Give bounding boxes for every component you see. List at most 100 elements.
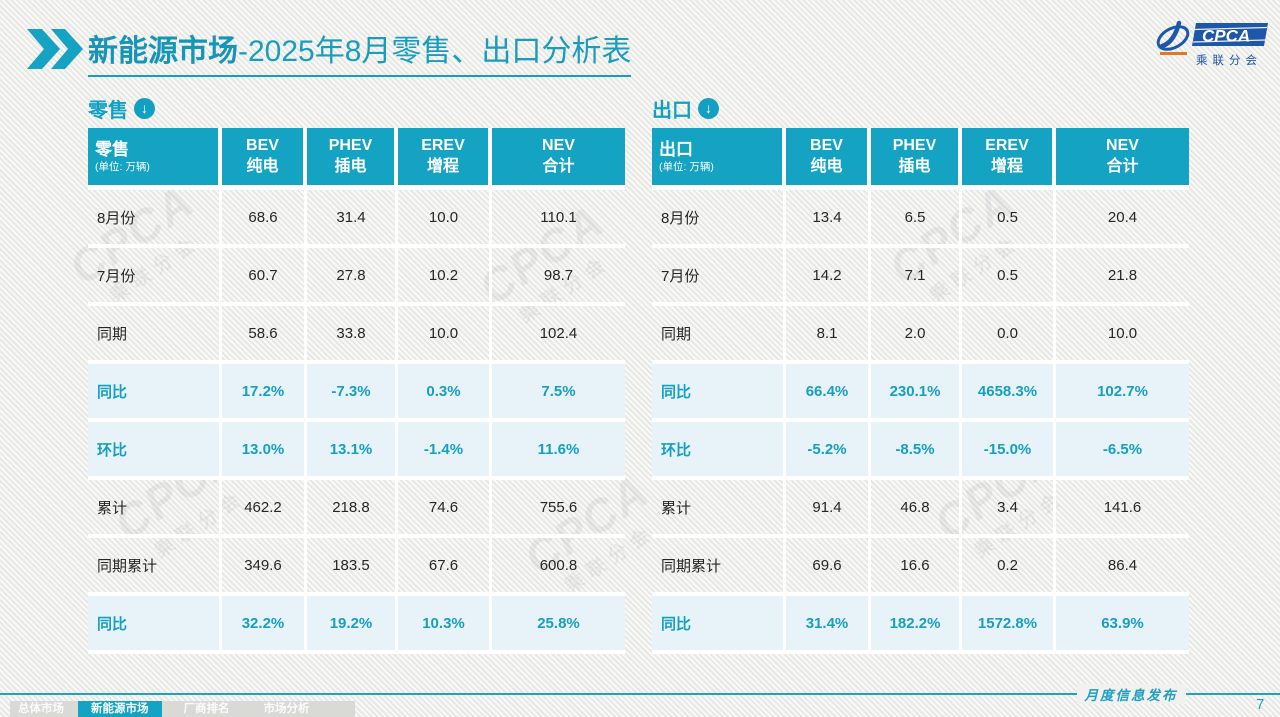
footer-divider-line [0,693,1280,695]
data-cell: 462.2 [222,480,307,538]
column-header: PHEV 插电 [307,128,398,190]
column-header-en: NEV [1106,136,1139,154]
footer-tab-3[interactable]: 厂商排名 [183,703,230,715]
data-cell: 21.8 [1056,248,1189,306]
data-cell: 141.6 [1056,480,1189,538]
page-title-emphasis: 新能源市场 [88,35,238,68]
footer-tab-4[interactable]: 市场分析 [263,703,310,715]
column-header-en: BEV [810,136,843,154]
column-header: BEV 纯电 [786,128,871,190]
row-label: 7月份 [88,248,222,306]
arrow-down-icon: ↓ [698,97,719,119]
data-cell: 182.2% [871,596,962,654]
row-label: 同期累计 [88,538,222,596]
row-label: 环比 [652,422,786,480]
table-corner-cell: 零售 (单位: 万辆) [88,128,222,190]
retail-panel: 零售 ↓ 零售 (单位: 万辆) BEV 纯电 PHEV 插电 EREV 增程 NEV 合计 8… [88,94,625,654]
column-header: EREV 增程 [398,128,492,190]
data-cell: -5.2% [786,422,871,480]
data-cell: -1.4% [398,422,492,480]
data-cell: 86.4 [1056,538,1189,596]
data-cell: 1572.8% [962,596,1056,654]
data-cell: 110.1 [492,190,625,248]
row-label: 8月份 [652,190,786,248]
data-cell: 13.1% [307,422,398,480]
row-label: 同比 [652,596,786,654]
data-cell: 32.2% [222,596,307,654]
data-cell: 0.0 [962,306,1056,364]
data-cell: 2.0 [871,306,962,364]
column-header: BEV 纯电 [222,128,307,190]
data-cell: 6.5 [871,190,962,248]
data-cell: 63.9% [1056,596,1189,654]
data-cell: 74.6 [398,480,492,538]
cpca-logo: CPCA 乘联分会 [1154,16,1270,77]
data-cell: 20.4 [1056,190,1189,248]
data-cell: 4658.3% [962,364,1056,422]
table-corner-title: 出口 [659,139,693,159]
data-cell: 13.4 [786,190,871,248]
retail-section-label: 零售 ↓ [88,94,625,122]
column-header-cn: 增程 [426,157,459,175]
table-corner-cell: 出口 (单位: 万辆) [652,128,786,190]
data-cell: 349.6 [222,538,307,596]
data-cell: 46.8 [871,480,962,538]
footer-tab-2[interactable]: 新能源市场 [78,701,162,717]
column-header: EREV 增程 [962,128,1056,190]
data-cell: 10.0 [1056,306,1189,364]
retail-table: 零售 (单位: 万辆) BEV 纯电 PHEV 插电 EREV 增程 NEV 合计 8月份 68.… [88,128,625,654]
column-header-cn: 合计 [542,157,575,175]
logo-name: 乘联分会 [1196,53,1262,67]
export-table: 出口 (单位: 万辆) BEV 纯电 PHEV 插电 EREV 增程 NEV 合计 8月份 13.… [652,128,1189,654]
row-label: 7月份 [652,248,786,306]
data-cell: 10.0 [398,190,492,248]
data-cell: 19.2% [307,596,398,654]
data-cell: 60.7 [222,248,307,306]
data-cell: 16.6 [871,538,962,596]
column-header: PHEV 插电 [871,128,962,190]
data-cell: -8.5% [871,422,962,480]
data-cell: 68.6 [222,190,307,248]
row-label: 8月份 [88,190,222,248]
data-cell: 27.8 [307,248,398,306]
table-unit-label: (单位: 万辆) [95,160,150,173]
data-cell: 58.6 [222,306,307,364]
column-header-cn: 合计 [1106,157,1139,175]
arrow-down-icon: ↓ [134,97,155,119]
row-label: 同比 [652,364,786,422]
column-header-cn: 纯电 [810,157,843,175]
page-number: 7 [1256,696,1265,713]
data-cell: 17.2% [222,364,307,422]
data-cell: 755.6 [492,480,625,538]
data-cell: 98.7 [492,248,625,306]
column-header: NEV 合计 [1056,128,1189,190]
data-cell: 13.0% [222,422,307,480]
data-cell: -6.5% [1056,422,1189,480]
row-label: 同期 [652,306,786,364]
data-cell: 0.5 [962,190,1056,248]
logo-tagline-mark [1160,52,1187,55]
column-header-en: EREV [985,136,1029,154]
data-cell: 33.8 [307,306,398,364]
chevron-right-icon [27,29,83,74]
publication-right-line [1185,693,1244,695]
column-header-en: PHEV [892,136,937,154]
row-label: 同期 [88,306,222,364]
column-header-en: BEV [246,136,279,154]
data-cell: 67.6 [398,538,492,596]
data-cell: 102.4 [492,306,625,364]
export-section-label: 出口 ↓ [652,94,1189,122]
column-header-cn: 插电 [898,157,931,175]
data-cell: 14.2 [786,248,871,306]
column-header-cn: 增程 [990,157,1023,175]
footer-tab-1[interactable]: 总体市场 [18,703,64,715]
column-header-en: PHEV [328,136,373,154]
data-cell: 91.4 [786,480,871,538]
data-cell: 11.6% [492,422,625,480]
data-cell: 25.8% [492,596,625,654]
data-cell: -7.3% [307,364,398,422]
table-unit-label: (单位: 万辆) [659,160,714,173]
table-corner-title: 零售 [95,139,129,159]
data-cell: 31.4 [307,190,398,248]
data-cell: 10.3% [398,596,492,654]
